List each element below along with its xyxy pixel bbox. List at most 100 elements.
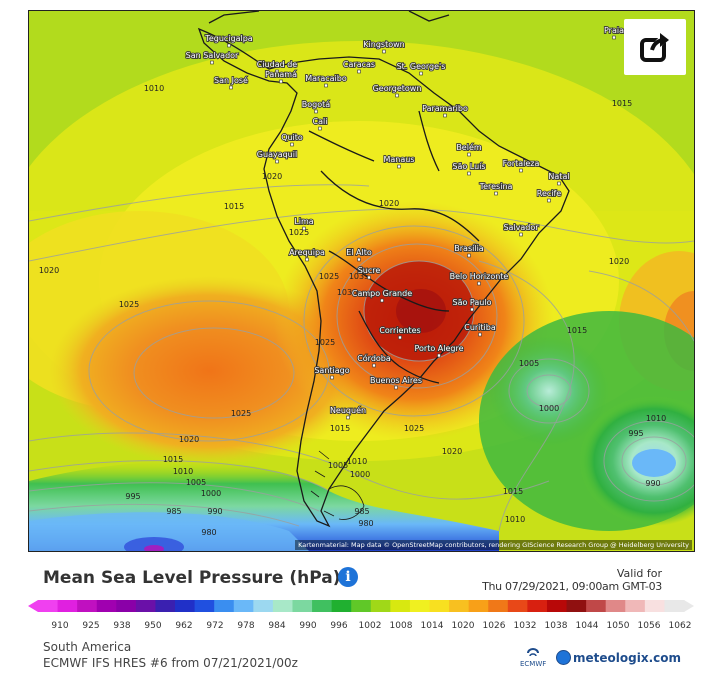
city-marker <box>227 43 231 48</box>
city-label: Belém <box>456 142 482 152</box>
isobar-label: 1000 <box>539 404 559 413</box>
city-marker <box>346 415 350 420</box>
colorbar-tick-label: 962 <box>175 621 193 631</box>
colorbar-segment <box>625 600 646 612</box>
city-label: Corrientes <box>379 326 420 335</box>
colorbar-tick-label: 950 <box>144 621 162 631</box>
isobar-label: 1010 <box>173 467 193 476</box>
colorbar-segment <box>546 600 568 612</box>
map-canvas: 1010 1015 1020 1015 1020 1025 1020 1020 1025 1030… <box>29 11 694 551</box>
city-marker <box>398 335 402 340</box>
city-marker <box>380 298 384 303</box>
colorbar-segment <box>155 600 176 612</box>
city-label: Tegucigalpa <box>204 34 253 43</box>
isobar-label: 1015 <box>612 99 632 108</box>
city-marker <box>229 85 233 90</box>
colorbar-segment <box>331 600 352 612</box>
colorbar-min-arrow <box>28 600 38 612</box>
isobar-label: 1020 <box>39 266 59 275</box>
city-marker <box>330 375 334 380</box>
isobar-label: 1005 <box>186 478 206 487</box>
isobar-label: 995 <box>628 429 643 438</box>
colorbar-tick-label: 990 <box>299 621 317 631</box>
city-label: Neuquén <box>330 405 366 415</box>
city-marker <box>397 164 401 169</box>
city-label: Campo Grande <box>352 289 412 298</box>
isobar-label: 995 <box>125 492 140 501</box>
city-marker <box>372 363 376 368</box>
isobar-label: 1025 <box>289 228 309 237</box>
colorbar-tick-label: 1050 <box>606 621 630 631</box>
isobar-label: 1000 <box>350 470 370 479</box>
globe-icon <box>556 650 571 665</box>
isobar-label: 1015 <box>567 326 587 335</box>
pressure-colorbar <box>28 600 694 612</box>
colorbar-segment <box>38 600 59 612</box>
city-label: Salvador <box>503 223 539 232</box>
colorbar-tick-label: 1032 <box>513 621 537 631</box>
city-label: Caracas <box>343 60 375 69</box>
isobar-label: 980 <box>358 519 373 528</box>
city-label: Santiago <box>314 366 349 375</box>
city-marker <box>519 168 523 173</box>
city-marker <box>279 79 283 84</box>
colorbar-segment <box>488 600 509 612</box>
colorbar-tick-label: 1020 <box>451 621 475 631</box>
isobar-label: 990 <box>207 507 222 516</box>
isobar-label: 1025 <box>404 424 424 433</box>
share-button[interactable] <box>624 19 686 75</box>
colorbar-tick-label: 1026 <box>482 621 506 631</box>
colorbar-segment <box>312 600 333 612</box>
meteologix-logo[interactable]: meteologix.com <box>556 650 681 665</box>
city-label: San José <box>214 75 248 85</box>
city-marker <box>302 226 306 231</box>
colorbar-segment <box>96 600 117 612</box>
city-label: St. George's <box>397 62 446 71</box>
info-icon[interactable]: i <box>338 567 358 587</box>
city-label: São Luís <box>452 162 485 171</box>
isobar-label: 1020 <box>609 257 629 266</box>
city-label: Paramaribo <box>422 104 468 113</box>
city-label: Teresina <box>479 182 513 191</box>
isobar-label: 1020 <box>442 447 462 456</box>
colorbar-segment <box>429 600 450 612</box>
brand-text: meteologix.com <box>573 650 681 665</box>
city-label: Ciudad de <box>257 60 298 69</box>
isobar-label: 1015 <box>503 487 523 496</box>
colorbar-tick-label: 1062 <box>668 621 692 631</box>
region-label: South America <box>43 640 132 654</box>
colorbar-segment <box>390 600 411 612</box>
isobar-label: 1015 <box>224 202 244 211</box>
share-icon <box>640 33 669 62</box>
city-label: Belo Horizonte <box>450 272 509 281</box>
isobar-label: 1010 <box>144 84 164 93</box>
city-marker <box>494 191 498 196</box>
pressure-map[interactable]: 1010 1015 1020 1015 1020 1025 1020 1020 1025 1030… <box>28 10 695 552</box>
colorbar-tick-label: 1038 <box>544 621 568 631</box>
isobar-label: 1015 <box>163 455 183 464</box>
colorbar-tick-label: 910 <box>51 621 69 631</box>
city-label: Manaus <box>383 155 414 164</box>
colorbar-tick-label: 972 <box>206 621 224 631</box>
isobar-label: 1015 <box>330 424 350 433</box>
colorbar-ticks: 910 925 938 950 962 972 978 984 990 996 1002 1008 10… <box>40 621 692 633</box>
colorbar-segment <box>57 600 78 612</box>
city-marker <box>357 69 361 74</box>
colorbar-segment <box>233 600 254 612</box>
city-marker <box>210 60 214 65</box>
city-label: São Paulo <box>453 298 492 307</box>
city-marker <box>318 126 322 131</box>
isobar-label: 1025 <box>231 409 251 418</box>
city-marker <box>612 35 616 40</box>
colorbar-segment <box>272 600 293 612</box>
isobar-label: 985 <box>354 507 369 516</box>
city-label: Cali <box>313 117 328 126</box>
isobar-label: 1025 <box>315 338 335 347</box>
city-marker <box>477 281 481 286</box>
city-marker <box>419 71 423 76</box>
model-run-label: ECMWF IFS HRES #6 from 07/21/2021/00z <box>43 656 298 670</box>
ecmwf-logo-icon <box>527 648 540 657</box>
isobar-label: 1010 <box>646 414 666 423</box>
city-marker <box>557 181 561 186</box>
colorbar-segment <box>253 600 274 612</box>
